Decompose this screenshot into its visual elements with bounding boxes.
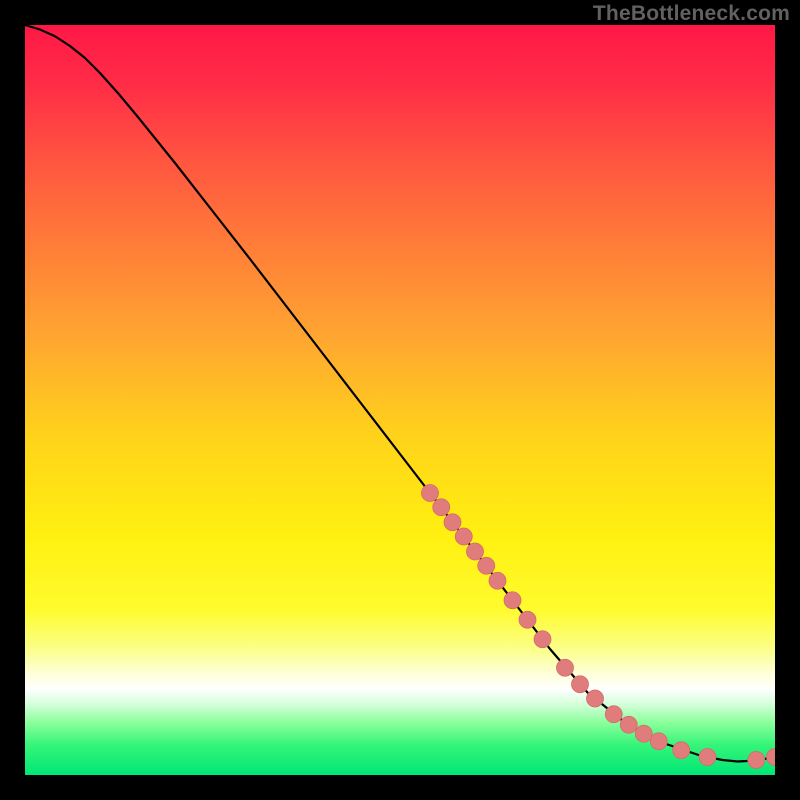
data-marker (534, 631, 551, 648)
data-marker (467, 543, 484, 560)
data-marker (455, 528, 472, 545)
data-marker (422, 485, 439, 502)
watermark-text: TheBottleneck.com (593, 2, 790, 26)
data-marker (572, 676, 589, 693)
data-marker (489, 572, 506, 589)
data-marker (444, 514, 461, 531)
data-marker (587, 690, 604, 707)
data-marker (635, 725, 652, 742)
data-marker (504, 592, 521, 609)
chart-container: TheBottleneck.com (0, 0, 800, 800)
data-marker (748, 752, 765, 769)
data-marker (650, 733, 667, 750)
plot-background-gradient (25, 25, 775, 775)
data-marker (478, 557, 495, 574)
data-marker (620, 716, 637, 733)
chart-svg (0, 0, 800, 800)
data-marker (673, 742, 690, 759)
data-marker (433, 499, 450, 516)
data-marker (557, 659, 574, 676)
data-marker (519, 611, 536, 628)
data-marker (605, 706, 622, 723)
data-marker (699, 749, 716, 766)
